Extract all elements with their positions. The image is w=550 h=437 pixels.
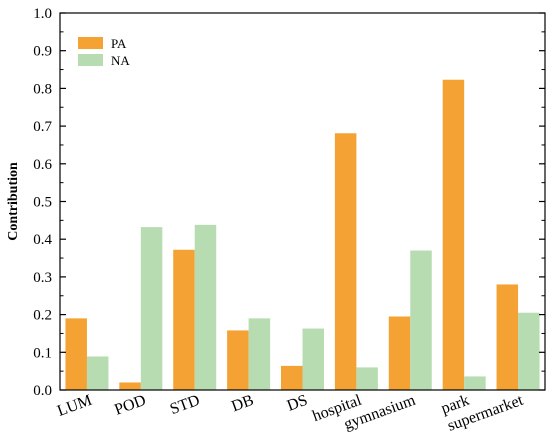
bar-pa-pod [119,382,141,390]
y-tick-label: 0.4 [33,232,52,248]
bar-pa-park [442,79,465,390]
y-tick-label: 0.6 [33,157,52,173]
y-tick-label: 0.7 [33,119,52,135]
y-tick-label: 0.5 [33,195,52,211]
bar-na-pod [140,227,163,390]
bars-layer [65,79,540,390]
y-tick-label: 0.1 [33,345,52,361]
y-tick-label: 0.8 [33,81,52,97]
x-tick-label: STD [168,392,202,418]
bar-na-lum [86,356,109,390]
bar-pa-ds [281,365,303,390]
x-tick-label: POD [112,392,148,419]
y-tick-label: 0.3 [33,270,52,286]
y-tick-label: 0.2 [33,308,52,324]
legend-label-na: NA [111,53,130,68]
bar-pa-hospital [334,133,357,390]
legend: PA NA [78,36,130,68]
bar-na-park [464,376,486,390]
bar-na-std [194,224,217,390]
bar-na-db [248,318,271,390]
y-tick-label: 0.9 [33,44,52,60]
bar-pa-supermarket [496,284,519,390]
bar-na-hospital [356,367,378,390]
y-axis: 0.0 0.1 0.2 0.3 0.4 0.5 0.6 0.7 0.8 0.9 1.0 [33,6,545,399]
bar-pa-db [227,330,249,390]
bar-na-ds [302,328,324,390]
x-tick-label: DB [229,392,256,416]
bar-na-supermarket [518,312,540,390]
y-tick-label: 0.0 [33,383,52,399]
bar-pa-gymnasium [388,316,411,390]
x-tick-label: DS [285,392,310,415]
legend-swatch-pa [78,37,103,49]
legend-label-pa: PA [111,36,127,51]
legend-swatch-na [78,54,103,66]
bar-pa-lum [65,318,87,390]
y-tick-label: 1.0 [33,6,52,22]
x-tick-label: LUM [55,392,94,420]
y-axis-title: Contribution [6,162,21,241]
bar-pa-std [173,249,195,390]
bar-na-gymnasium [410,250,432,390]
